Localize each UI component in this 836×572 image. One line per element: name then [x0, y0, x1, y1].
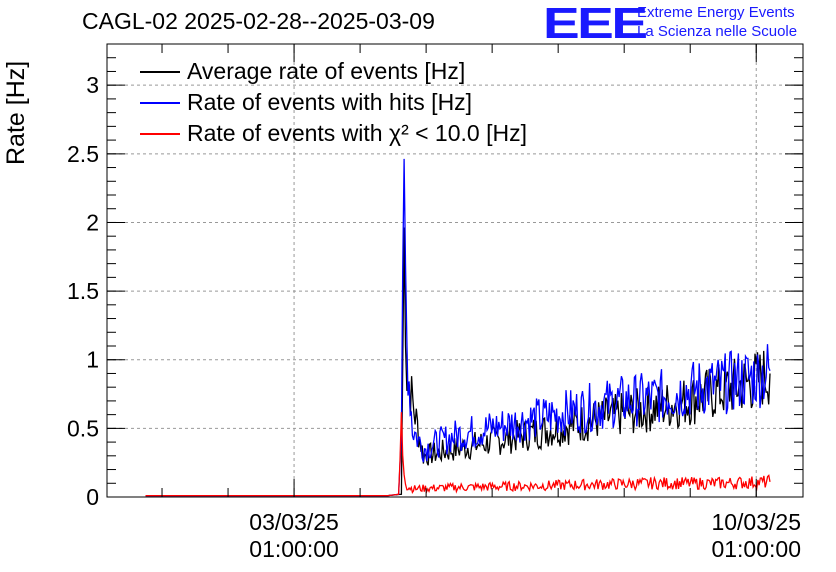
x-tick-label-time: 01:00:00 [711, 536, 801, 562]
logo-caption: Extreme Energy Events La Scienza nelle S… [637, 3, 797, 41]
x-tick-label-time: 01:00:00 [249, 536, 339, 562]
y-tick-label: 3 [86, 72, 99, 98]
logo-caption-line2: La Scienza nelle Scuole [637, 23, 798, 40]
plot-frame [106, 43, 804, 498]
series-line-1 [145, 158, 771, 497]
legend-label: Average rate of events [Hz] [187, 58, 466, 84]
series-line-2 [145, 412, 771, 497]
series-line-0 [145, 227, 771, 497]
chart-title: CAGL-02 2025-02-28--2025-03-09 [82, 8, 435, 34]
legend-swatch-blue [140, 102, 180, 104]
eee-logo: EEE [543, 0, 648, 48]
y-axis-label: Rate [Hz] [2, 60, 30, 165]
legend-label: Rate of events with hits [Hz] [187, 89, 473, 115]
y-tick-label: 1 [86, 347, 99, 373]
legend-label: Rate of events with χ² < 10.0 [Hz] [187, 120, 527, 146]
y-tick-label: 0.5 [67, 415, 99, 441]
legend-swatch-red [140, 133, 180, 135]
y-tick-label: 2.5 [67, 141, 99, 167]
y-tick-label: 1.5 [67, 278, 99, 304]
series-layer [145, 158, 771, 497]
tick-labels: 00.511.522.5303/03/2501:00:0010/03/2501:… [67, 72, 801, 562]
x-tick-label-date: 03/03/25 [249, 509, 339, 535]
y-tick-label: 2 [86, 209, 99, 235]
logo-caption-line1: Extreme Energy Events [637, 4, 795, 21]
legend-swatch-black [140, 71, 180, 73]
y-tick-label: 0 [86, 484, 99, 510]
axis-ticks [107, 43, 803, 498]
x-tick-label-date: 10/03/25 [711, 509, 801, 535]
